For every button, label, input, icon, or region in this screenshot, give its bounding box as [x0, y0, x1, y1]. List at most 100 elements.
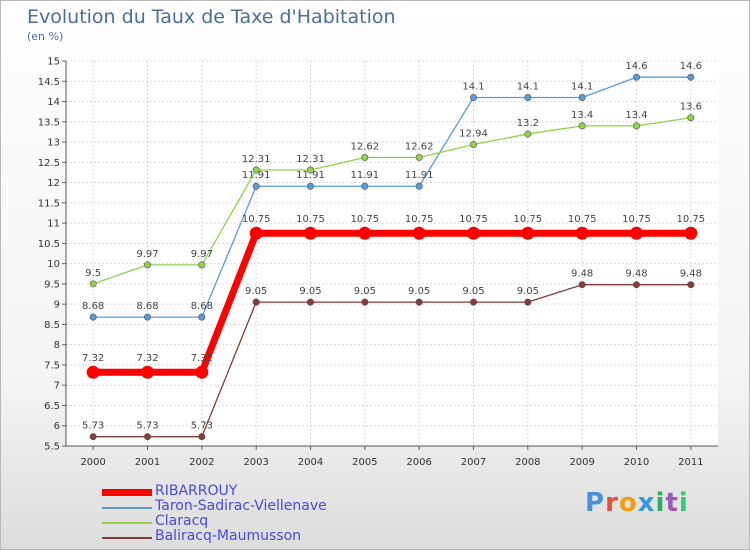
data-point [578, 93, 586, 101]
y-tick-label: 7.5 [44, 360, 60, 371]
data-label: 13.2 [517, 118, 539, 129]
data-point [412, 226, 426, 240]
y-tick-label: 6.5 [44, 401, 60, 412]
data-point [578, 122, 586, 130]
data-point [521, 226, 535, 240]
x-tick-label: 2001 [135, 457, 160, 468]
data-point [252, 182, 260, 190]
data-label: 5.73 [191, 421, 213, 432]
data-label: 14.6 [625, 61, 647, 72]
data-label: 10.75 [405, 214, 434, 225]
data-point [306, 182, 314, 190]
data-point [252, 166, 260, 174]
data-point [252, 298, 260, 306]
data-point [524, 130, 532, 138]
data-label: 14.1 [462, 81, 484, 92]
data-point [630, 226, 643, 240]
data-point [415, 153, 423, 161]
data-point [361, 153, 369, 161]
legend-label: Baliracq-Maumusson [155, 528, 302, 544]
data-point [198, 313, 206, 321]
y-tick-label: 12 [47, 178, 60, 189]
data-label: 7.32 [191, 353, 213, 364]
data-point [632, 122, 640, 130]
legend-label: Claracq [155, 513, 209, 529]
data-point [524, 298, 532, 306]
data-point [86, 365, 100, 379]
data-point [144, 313, 152, 321]
y-tick-label: 10 [47, 259, 60, 270]
legend-label: Taron-Sadirac-Viellenave [155, 498, 327, 514]
chart-title: Evolution du Taux de Taxe d'Habitation [27, 6, 396, 28]
data-label: 9.05 [245, 286, 267, 297]
x-tick-label: 2008 [515, 457, 540, 468]
y-tick-label: 8 [54, 340, 60, 351]
series-line [93, 284, 691, 438]
data-label: 11.91 [351, 170, 380, 181]
data-point [89, 433, 97, 441]
data-label: 9.5 [85, 268, 101, 279]
y-tick-label: 9 [54, 300, 60, 311]
data-point [687, 281, 695, 289]
logo-letter: P [585, 488, 606, 518]
x-tick-label: 2009 [569, 457, 594, 468]
data-label: 9.05 [408, 286, 430, 297]
data-point [469, 93, 477, 101]
data-point [687, 73, 695, 81]
data-label: 10.75 [568, 214, 597, 225]
data-label: 9.97 [191, 249, 213, 260]
y-tick-label: 14.5 [38, 77, 60, 88]
data-label: 9.48 [625, 269, 647, 280]
data-label: 10.75 [459, 214, 488, 225]
data-label: 14.1 [571, 81, 593, 92]
data-label: 12.94 [459, 128, 488, 139]
data-point [469, 140, 477, 148]
data-point [89, 313, 97, 321]
data-point [304, 226, 317, 240]
data-label: 14.1 [517, 81, 539, 92]
data-point [578, 281, 586, 289]
data-point [358, 226, 372, 240]
data-point [361, 182, 369, 190]
series-line [93, 229, 691, 376]
data-label: 11.91 [242, 170, 271, 181]
y-tick-label: 11 [47, 219, 60, 230]
data-label: 11.91 [405, 170, 434, 181]
data-point [575, 226, 589, 240]
legend-swatch [102, 507, 152, 509]
plot-area [66, 61, 718, 446]
data-label: 10.75 [351, 214, 380, 225]
data-point [415, 182, 423, 190]
data-label: 10.75 [514, 214, 543, 225]
data-point [195, 365, 209, 379]
data-label: 9.05 [462, 286, 484, 297]
y-unit-label: (en %) [27, 30, 64, 43]
y-tick-label: 15 [47, 57, 60, 68]
data-label: 13.4 [625, 110, 647, 121]
data-point [306, 298, 314, 306]
data-point [467, 226, 480, 240]
data-point [632, 281, 640, 289]
y-tick-label: 10.5 [38, 239, 60, 250]
x-tick-label: 2005 [352, 457, 377, 468]
data-label: 9.05 [299, 286, 321, 297]
data-label: 13.6 [680, 102, 702, 113]
x-tick-label: 2004 [298, 457, 323, 468]
proxiti-logo: Proxiti [585, 488, 689, 518]
data-label: 7.32 [82, 353, 104, 364]
x-tick-label: 2006 [406, 457, 431, 468]
x-tick-label: 2007 [461, 457, 486, 468]
data-label: 14.6 [680, 61, 702, 72]
x-tick-label: 2003 [243, 457, 268, 468]
x-tick-label: 2002 [189, 457, 214, 468]
logo-letter: i [678, 488, 689, 518]
data-point [524, 93, 532, 101]
data-label: 12.31 [242, 154, 271, 165]
y-tick-label: 13 [47, 138, 60, 149]
data-label: 9.05 [517, 286, 539, 297]
data-point [469, 298, 477, 306]
data-label: 9.48 [571, 269, 593, 280]
data-point [632, 73, 640, 81]
y-tick-label: 5.5 [44, 442, 60, 453]
